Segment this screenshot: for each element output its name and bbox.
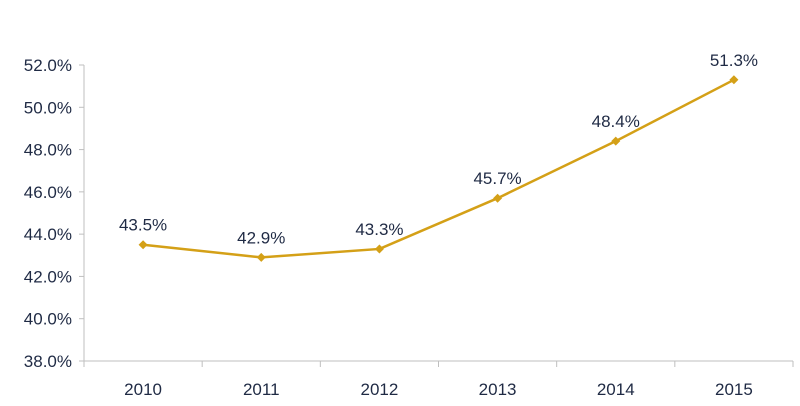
data-label: 45.7% xyxy=(473,169,521,188)
data-point-marker xyxy=(611,136,621,146)
y-tick-label: 46.0% xyxy=(24,183,72,202)
data-point-marker xyxy=(138,240,148,250)
y-tick-label: 52.0% xyxy=(24,56,72,75)
data-point-marker xyxy=(256,252,266,262)
y-tick-label: 50.0% xyxy=(24,98,72,117)
x-tick-label: 2015 xyxy=(715,380,753,399)
x-axis: 2010 2011 2012 2013 2014 2015 xyxy=(83,360,794,399)
y-tick-label: 40.0% xyxy=(24,310,72,329)
x-tick-label: 2013 xyxy=(479,380,517,399)
data-point-marker xyxy=(374,244,384,254)
x-tick-label: 2011 xyxy=(243,380,280,399)
y-tick-label: 42.0% xyxy=(24,267,72,286)
series-line xyxy=(142,78,735,259)
data-label: 43.5% xyxy=(119,216,167,235)
y-tick-label: 48.0% xyxy=(24,141,72,160)
data-label: 51.3% xyxy=(710,51,758,70)
data-label: 43.3% xyxy=(355,220,403,239)
y-tick-label: 44.0% xyxy=(24,225,72,244)
data-labels: 43.5% 42.9% 43.3% 45.7% 48.4% 51.3% xyxy=(119,51,758,248)
x-tick-label: 2014 xyxy=(597,380,635,399)
data-point-marker xyxy=(493,193,503,203)
data-label: 48.4% xyxy=(592,112,640,131)
data-label: 42.9% xyxy=(237,228,285,247)
series-group xyxy=(138,75,739,262)
y-tick-label: 38.0% xyxy=(24,352,72,371)
y-axis: 38.0% 40.0% 42.0% 44.0% 46.0% 48.0% 50.0% 52.0% xyxy=(24,56,85,371)
x-tick-label: 2010 xyxy=(124,380,162,399)
data-point-marker xyxy=(729,75,739,85)
x-tick-label: 2012 xyxy=(361,380,399,399)
